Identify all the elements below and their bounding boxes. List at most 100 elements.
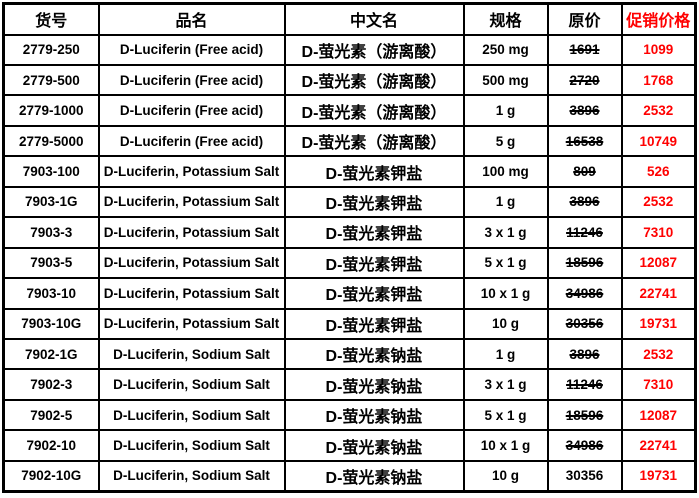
cell-item-number: 7902-1G [2,338,100,371]
cell-item-number: 7902-10G [2,459,100,493]
cell-product-name: D-Luciferin, Sodium Salt [97,368,286,401]
cell-product-name: D-Luciferin, Sodium Salt [97,338,286,371]
cell-item-number: 7903-1G [2,185,100,219]
cell-chinese-name: D-萤光素钠盐 [283,459,465,493]
cell-product-name: D-Luciferin, Sodium Salt [97,459,286,493]
cell-promo-price: 19731 [620,459,697,493]
cell-product-name: D-Luciferin, Potassium Salt [97,155,286,188]
table-row: 7903-100 D-Luciferin, Potassium Salt D-萤… [2,155,697,188]
cell-promo-price: 12087 [620,246,697,280]
cell-chinese-name: D-萤光素钠盐 [283,398,465,432]
column-header-chinese-name: 中文名 [283,2,465,36]
cell-promo-price: 19731 [620,307,697,341]
table-row: 7903-5 D-Luciferin, Potassium Salt D-萤光素… [2,246,697,280]
cell-product-name: D-Luciferin, Sodium Salt [97,429,286,462]
cell-item-number: 7902-5 [2,398,100,432]
cell-chinese-name: D-萤光素（游离酸） [283,63,465,97]
cell-promo-price: 22741 [620,277,697,310]
cell-original-price: 18596 [546,246,623,280]
cell-specification: 5 x 1 g [462,398,549,432]
cell-chinese-name: D-萤光素钾盐 [283,246,465,280]
cell-promo-price: 2532 [620,338,697,371]
cell-original-price: 34986 [546,277,623,310]
cell-original-price: 3896 [546,94,623,127]
cell-original-price: 11246 [546,216,623,249]
cell-item-number: 7903-10 [2,277,100,310]
table-row: 7902-3 D-Luciferin, Sodium Salt D-萤光素钠盐 … [2,368,697,401]
column-header-specification: 规格 [462,2,549,36]
cell-promo-price: 22741 [620,429,697,462]
cell-specification: 1 g [462,338,549,371]
cell-original-price: 3896 [546,185,623,219]
cell-chinese-name: D-萤光素（游离酸） [283,124,465,158]
cell-original-price: 2720 [546,63,623,97]
cell-product-name: D-Luciferin (Free acid) [97,94,286,127]
cell-item-number: 7903-5 [2,246,100,280]
cell-promo-price: 7310 [620,368,697,401]
cell-specification: 3 x 1 g [462,368,549,401]
cell-promo-price: 2532 [620,94,697,127]
cell-specification: 500 mg [462,63,549,97]
cell-chinese-name: D-萤光素钠盐 [283,338,465,371]
cell-product-name: D-Luciferin (Free acid) [97,63,286,97]
cell-specification: 1 g [462,185,549,219]
cell-product-name: D-Luciferin, Potassium Salt [97,307,286,341]
column-header-original-price: 原价 [546,2,623,36]
cell-original-price: 11246 [546,368,623,401]
cell-item-number: 7902-10 [2,429,100,462]
cell-chinese-name: D-萤光素（游离酸） [283,33,465,66]
table-row: 7902-5 D-Luciferin, Sodium Salt D-萤光素钠盐 … [2,398,697,432]
cell-original-price: 1691 [546,33,623,66]
cell-specification: 5 g [462,124,549,158]
cell-specification: 10 g [462,307,549,341]
cell-promo-price: 1768 [620,63,697,97]
cell-product-name: D-Luciferin (Free acid) [97,33,286,66]
cell-original-price: 809 [546,155,623,188]
table-row: 7902-10G D-Luciferin, Sodium Salt D-萤光素钠… [2,459,697,493]
cell-specification: 10 g [462,459,549,493]
header-row: 货号 品名 中文名 规格 原价 促销价格 [2,2,697,36]
cell-chinese-name: D-萤光素钠盐 [283,429,465,462]
cell-original-price: 18596 [546,398,623,432]
column-header-item-number: 货号 [2,2,100,36]
cell-promo-price: 7310 [620,216,697,249]
cell-promo-price: 2532 [620,185,697,219]
cell-promo-price: 526 [620,155,697,188]
cell-chinese-name: D-萤光素钾盐 [283,185,465,219]
cell-item-number: 2779-1000 [2,94,100,127]
cell-promo-price: 10749 [620,124,697,158]
cell-original-price: 3896 [546,338,623,371]
cell-chinese-name: D-萤光素钾盐 [283,277,465,310]
cell-product-name: D-Luciferin, Potassium Salt [97,216,286,249]
cell-specification: 100 mg [462,155,549,188]
table-row: 7903-10G D-Luciferin, Potassium Salt D-萤… [2,307,697,341]
cell-original-price: 16538 [546,124,623,158]
cell-product-name: D-Luciferin, Sodium Salt [97,398,286,432]
cell-original-price: 34986 [546,429,623,462]
table-row: 7902-10 D-Luciferin, Sodium Salt D-萤光素钠盐… [2,429,697,462]
cell-promo-price: 12087 [620,398,697,432]
table-row: 7902-1G D-Luciferin, Sodium Salt D-萤光素钠盐… [2,338,697,371]
table-row: 7903-3 D-Luciferin, Potassium Salt D-萤光素… [2,216,697,249]
cell-item-number: 7903-10G [2,307,100,341]
cell-original-price: 30356 [546,459,623,493]
cell-product-name: D-Luciferin, Potassium Salt [97,246,286,280]
cell-item-number: 2779-250 [2,33,100,66]
cell-item-number: 2779-500 [2,63,100,97]
cell-product-name: D-Luciferin, Potassium Salt [97,277,286,310]
cell-specification: 10 x 1 g [462,429,549,462]
cell-specification: 1 g [462,94,549,127]
cell-chinese-name: D-萤光素（游离酸） [283,94,465,127]
table-row: 7903-10 D-Luciferin, Potassium Salt D-萤光… [2,277,697,310]
price-table-body: 2779-250 D-Luciferin (Free acid) D-萤光素（游… [2,33,697,493]
cell-specification: 5 x 1 g [462,246,549,280]
column-header-product-name: 品名 [97,2,286,36]
cell-specification: 10 x 1 g [462,277,549,310]
table-row: 7903-1G D-Luciferin, Potassium Salt D-萤光… [2,185,697,219]
cell-chinese-name: D-萤光素钾盐 [283,155,465,188]
cell-chinese-name: D-萤光素钠盐 [283,368,465,401]
cell-original-price: 30356 [546,307,623,341]
cell-specification: 3 x 1 g [462,216,549,249]
cell-item-number: 7902-3 [2,368,100,401]
